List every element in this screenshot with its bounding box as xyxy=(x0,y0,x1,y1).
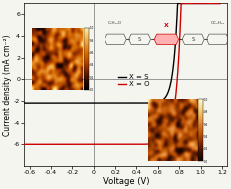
X = S xyxy=(137,102,139,104)
X = S xyxy=(147,102,150,104)
X = O xyxy=(137,143,139,145)
X = S xyxy=(171,71,174,73)
Line: X = S: X = S xyxy=(24,3,220,103)
X-axis label: Voltage (V): Voltage (V) xyxy=(103,177,149,186)
X = S xyxy=(35,102,38,104)
Legend: X = S, X = O: X = S, X = O xyxy=(118,74,149,88)
X = S xyxy=(219,2,221,5)
Y-axis label: Current density (mA cm⁻²): Current density (mA cm⁻²) xyxy=(3,34,12,136)
X = S xyxy=(191,2,194,5)
X = O xyxy=(171,117,174,119)
X = O xyxy=(219,2,221,5)
X = S xyxy=(23,102,26,104)
X = O xyxy=(23,143,26,146)
X = O xyxy=(35,143,38,146)
X = S xyxy=(142,102,144,104)
X = S xyxy=(176,2,179,5)
X = O xyxy=(180,2,183,5)
X = O xyxy=(147,143,150,145)
X = O xyxy=(142,143,144,145)
Line: X = O: X = O xyxy=(24,3,220,144)
X = O xyxy=(191,2,194,5)
